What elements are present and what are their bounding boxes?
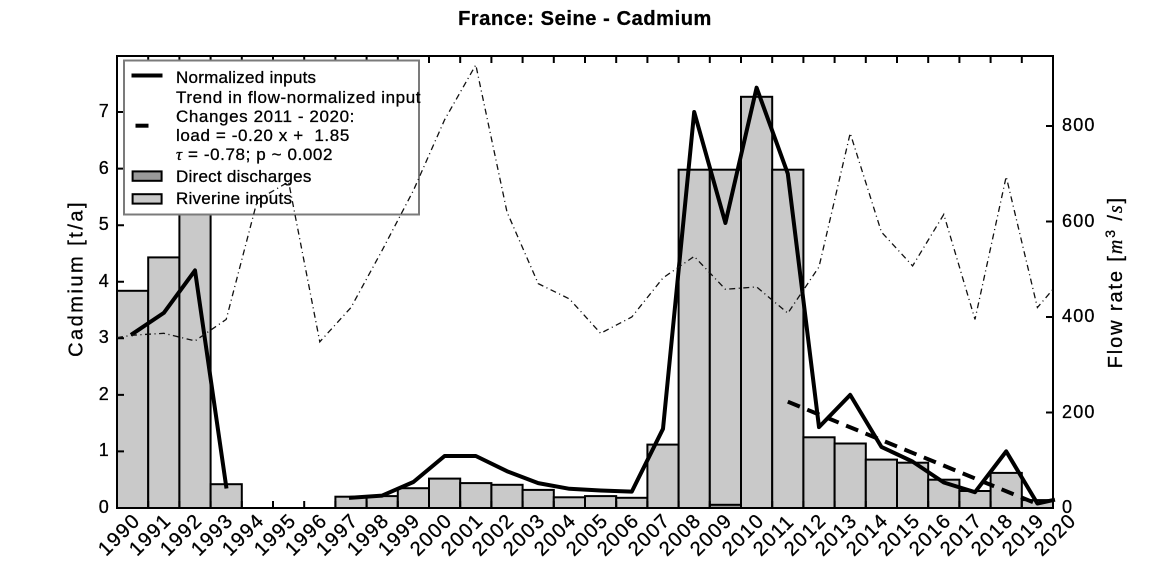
svg-text:Flow rate [m3 /s]: Flow rate [m3 /s] <box>1102 196 1127 368</box>
svg-text:Cadmium [t/a]: Cadmium [t/a] <box>66 200 88 357</box>
